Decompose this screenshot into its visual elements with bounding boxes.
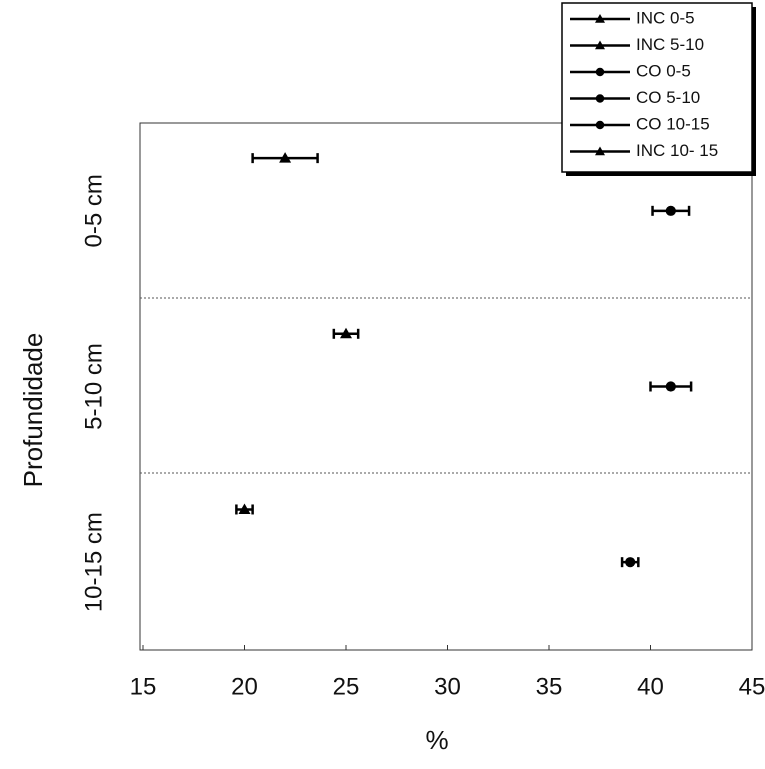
x-tick-label: 30	[434, 673, 461, 700]
legend	[561, 2, 753, 173]
legend-label: CO 5-10	[636, 88, 700, 107]
legend-marker	[595, 14, 605, 23]
x-tick-label: 20	[231, 673, 258, 700]
point	[625, 557, 636, 568]
legend-marker	[595, 146, 605, 156]
legend-label: INC 10- 15	[636, 141, 718, 160]
legend-label: CO 10-15	[636, 114, 710, 133]
point	[665, 381, 676, 392]
legend-marker	[595, 40, 605, 50]
point	[665, 205, 676, 216]
x-tick-label: 40	[637, 673, 664, 700]
y-tick-label: 10-15 cm	[80, 512, 107, 612]
y-axis-label: Profundidade	[18, 333, 48, 488]
y-tick-label: 5-10 cm	[80, 343, 107, 430]
point	[340, 327, 352, 339]
y-tick-label: 0-5 cm	[80, 174, 107, 247]
x-tick-label: 35	[536, 673, 563, 700]
x-tick-label: 25	[333, 673, 360, 700]
legend-marker	[595, 120, 605, 130]
x-axis-label: %	[425, 725, 448, 755]
legend-marker	[595, 67, 605, 77]
legend-label: INC 5-10	[636, 35, 704, 54]
x-tick-label: 15	[130, 673, 157, 700]
legend-marker	[595, 94, 605, 103]
plot-frame	[139, 122, 753, 651]
legend-label: INC 0-5	[636, 8, 695, 27]
x-tick-label: 45	[739, 673, 765, 700]
point	[279, 152, 292, 163]
legend-label: CO 0-5	[636, 61, 691, 80]
point	[238, 503, 251, 514]
